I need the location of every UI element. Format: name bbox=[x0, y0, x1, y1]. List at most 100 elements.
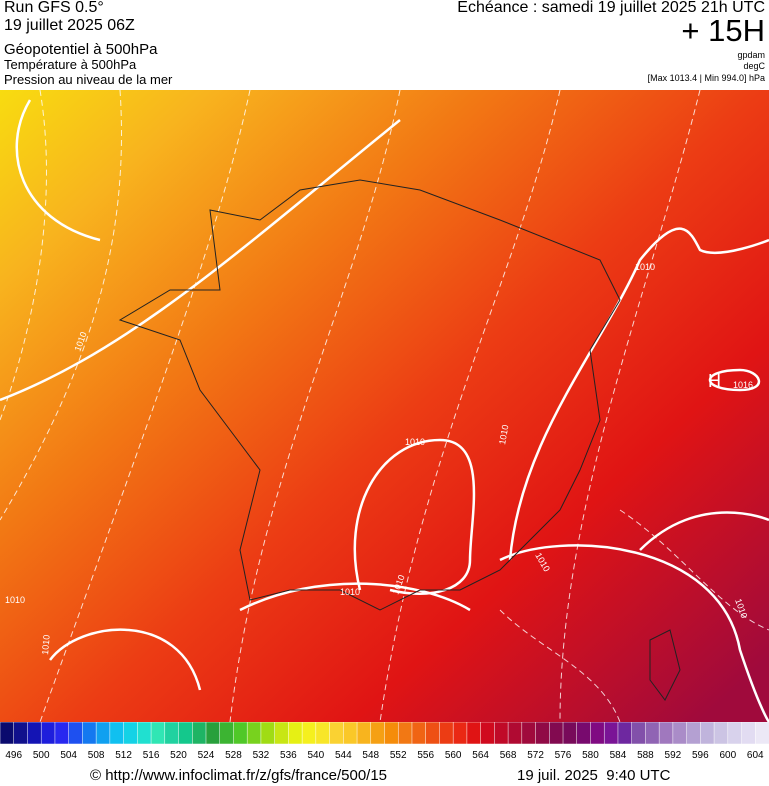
scale-swatch bbox=[686, 722, 702, 745]
scale-label: 576 bbox=[555, 750, 572, 761]
field: Température à 500hPa bbox=[4, 57, 137, 72]
scale-swatch bbox=[329, 722, 345, 745]
scale-swatch bbox=[40, 722, 56, 745]
scale-swatch bbox=[439, 722, 454, 745]
map: 1010 1010 1010 1010 1010 1010 1010 1010 … bbox=[0, 90, 769, 722]
scale-label: 532 bbox=[253, 750, 270, 761]
scale-swatch bbox=[755, 722, 769, 745]
scale-swatch bbox=[95, 722, 111, 745]
scale-swatch bbox=[68, 722, 84, 745]
color-scale: 496 500 504 508 512 516 520 524 528 532 536 540 544 5… bbox=[0, 722, 769, 761]
scale-swatch bbox=[645, 722, 660, 745]
scale-label: 588 bbox=[637, 750, 654, 761]
scale-label: 508 bbox=[88, 750, 105, 761]
scale-swatch bbox=[741, 722, 757, 745]
scale-swatch bbox=[27, 722, 42, 745]
scale-swatch bbox=[397, 722, 413, 745]
scale-swatch bbox=[658, 722, 674, 745]
scale-label: 540 bbox=[307, 750, 324, 761]
scale-label: 584 bbox=[610, 750, 627, 761]
scale-label: 568 bbox=[500, 750, 517, 761]
scale-label: 544 bbox=[335, 750, 352, 761]
scale-swatch bbox=[549, 722, 564, 745]
scale-swatch bbox=[315, 722, 331, 745]
scale-swatch bbox=[576, 722, 592, 745]
scale-label: 604 bbox=[747, 750, 764, 761]
scale-label: 500 bbox=[33, 750, 50, 761]
scale-label: 536 bbox=[280, 750, 297, 761]
scale-swatch bbox=[494, 722, 509, 745]
scale-swatch bbox=[411, 722, 427, 745]
france-outline bbox=[118, 179, 621, 611]
scale-swatch bbox=[425, 722, 441, 745]
range: [Max 1013.4 | Min 994.0] hPa bbox=[647, 73, 765, 83]
corsica-outline bbox=[649, 629, 681, 701]
scale-swatch bbox=[713, 722, 729, 745]
scale-label: 548 bbox=[362, 750, 379, 761]
scale-label: 596 bbox=[692, 750, 709, 761]
scale-label: 572 bbox=[527, 750, 544, 761]
scale-swatch bbox=[727, 722, 743, 745]
scale-swatch bbox=[178, 722, 193, 745]
scale-swatch bbox=[672, 722, 688, 745]
scale-swatch bbox=[617, 722, 633, 745]
scale-swatch bbox=[164, 722, 180, 745]
scale-swatch bbox=[109, 722, 125, 745]
scale-label: 564 bbox=[472, 750, 489, 761]
scale-label: 516 bbox=[143, 750, 160, 761]
scale-swatch bbox=[219, 722, 235, 745]
field: Pression au niveau de la mer bbox=[4, 72, 173, 87]
scale-swatch bbox=[0, 722, 15, 745]
run: Run GFS 0.5° bbox=[4, 0, 104, 16]
scale-swatch bbox=[343, 722, 358, 745]
scale-label: 520 bbox=[170, 750, 187, 761]
scale-label: 552 bbox=[390, 750, 407, 761]
scale-swatch bbox=[233, 722, 248, 745]
contour-label: 1010 bbox=[635, 262, 655, 272]
scale-label: 528 bbox=[225, 750, 242, 761]
scale-swatch bbox=[288, 722, 303, 745]
unit: gpdam bbox=[737, 50, 765, 60]
scale-swatch bbox=[260, 722, 276, 745]
scale-swatch bbox=[274, 722, 290, 745]
scale-label: 512 bbox=[115, 750, 132, 761]
high-value: 1016 bbox=[733, 380, 753, 390]
scale-swatch bbox=[466, 722, 482, 745]
scale-label: 504 bbox=[60, 750, 77, 761]
contour-label: 1010 bbox=[405, 437, 425, 447]
scale-label: 560 bbox=[445, 750, 462, 761]
timestamp: 19 juil. 2025 9:40 UTC bbox=[517, 767, 671, 784]
scale-label: 580 bbox=[582, 750, 599, 761]
field: Géopotentiel à 500hPa bbox=[4, 41, 158, 58]
scale-label: 600 bbox=[719, 750, 736, 761]
scale-label: 556 bbox=[417, 750, 434, 761]
scale-label: 592 bbox=[665, 750, 682, 761]
scale-swatch bbox=[700, 722, 715, 745]
scale-swatch bbox=[123, 722, 139, 745]
field-background bbox=[0, 90, 769, 722]
scale-swatch bbox=[507, 722, 523, 745]
scale-swatch bbox=[301, 722, 317, 745]
scale-swatch bbox=[356, 722, 372, 745]
scale-swatch bbox=[82, 722, 97, 745]
contour-label: 1010 bbox=[5, 595, 25, 605]
scale-swatch bbox=[480, 722, 496, 745]
lead-time: + 15H bbox=[681, 13, 765, 48]
scale-swatch bbox=[603, 722, 619, 745]
scale-swatch bbox=[521, 722, 537, 745]
scale-swatch bbox=[452, 722, 468, 745]
scale-label: 524 bbox=[198, 750, 215, 761]
unit: degC bbox=[743, 61, 765, 71]
contour-label: 1010 bbox=[497, 424, 510, 445]
run-date: 19 juillet 2025 06Z bbox=[4, 17, 135, 34]
isotherms bbox=[0, 90, 769, 722]
source: © http://www.infoclimat.fr/z/gfs/france/… bbox=[90, 767, 388, 784]
scale-label: 496 bbox=[5, 750, 22, 761]
echeance: Echéance : samedi 19 juillet 2025 21h UT… bbox=[457, 0, 765, 16]
scale-swatch bbox=[370, 722, 386, 745]
scale-swatch bbox=[192, 722, 207, 745]
scale-swatch bbox=[535, 722, 551, 745]
contour-label: 1010 bbox=[40, 634, 52, 655]
scale-swatch bbox=[13, 722, 29, 745]
